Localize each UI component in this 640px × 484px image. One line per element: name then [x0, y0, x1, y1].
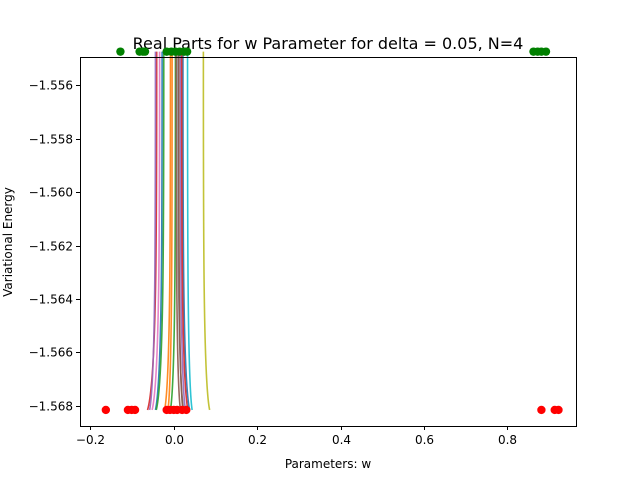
end-point	[537, 406, 545, 414]
x-tick-label: 0.0	[165, 433, 184, 447]
y-tick-label: −1.566	[29, 346, 73, 360]
end-point	[131, 406, 139, 414]
x-tick-label: 0.8	[498, 433, 517, 447]
start-point	[141, 47, 149, 55]
chart-title: Real Parts for w Parameter for delta = 0…	[133, 34, 524, 53]
x-axis-label: Parameters: w	[285, 457, 372, 471]
start-point	[116, 47, 124, 55]
end-point	[182, 406, 190, 414]
y-axis-label: Variational Energy	[1, 187, 15, 297]
y-tick-label: −1.558	[29, 133, 73, 147]
y-tick-label: −1.556	[29, 79, 73, 93]
start-point	[542, 47, 550, 55]
y-tick-label: −1.560	[29, 186, 73, 200]
start-point	[183, 47, 191, 55]
end-point	[102, 406, 110, 414]
y-tick-label: −1.562	[29, 240, 73, 254]
end-point	[554, 406, 562, 414]
x-tick-label: −0.2	[76, 433, 105, 447]
x-tick-label: 0.4	[332, 433, 351, 447]
x-tick-label: 0.6	[415, 433, 434, 447]
y-tick-label: −1.568	[29, 400, 73, 414]
y-tick-label: −1.564	[29, 293, 73, 307]
x-tick-label: 0.2	[248, 433, 267, 447]
